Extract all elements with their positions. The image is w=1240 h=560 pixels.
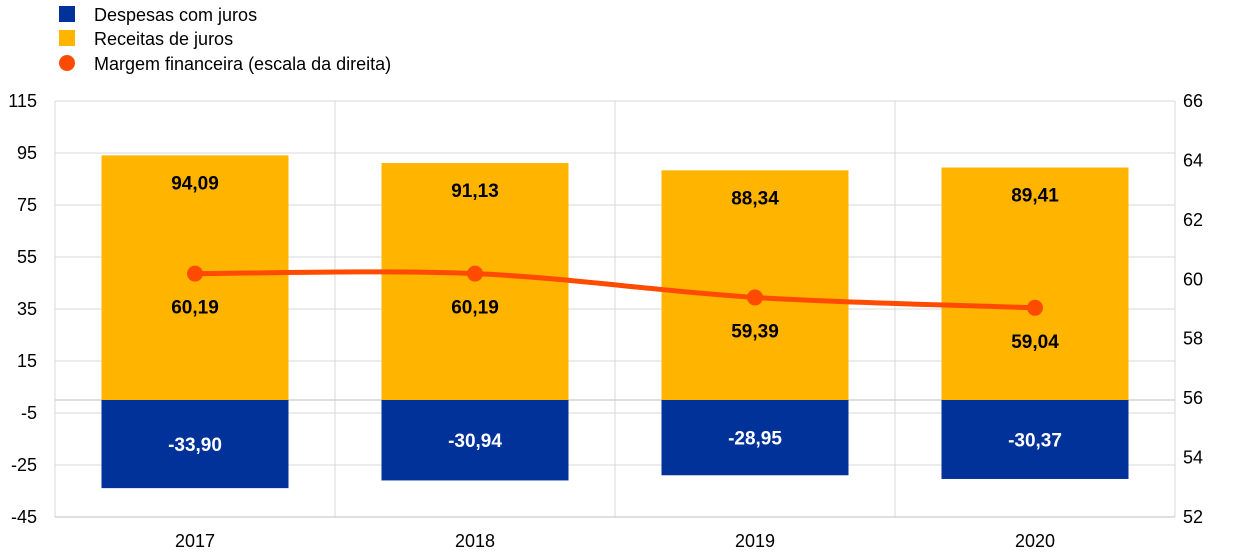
y-right-tick-label: 66 xyxy=(1183,91,1203,111)
y-left-tick-label: 55 xyxy=(17,247,37,267)
bar-receitas xyxy=(941,167,1129,400)
data-label-receitas: 88,34 xyxy=(731,188,779,209)
data-label-despesas: -28,95 xyxy=(728,429,782,450)
bar-despesas xyxy=(381,400,569,481)
legend-label-receitas: Receitas de juros xyxy=(94,29,233,49)
data-label-despesas: -30,94 xyxy=(448,431,502,452)
y-left-tick-label: 95 xyxy=(17,143,37,163)
line-margem xyxy=(192,269,1038,311)
y-left-tick-label: -45 xyxy=(11,507,37,527)
bar-despesas xyxy=(941,400,1129,479)
data-label-margem: 59,39 xyxy=(731,321,779,342)
x-tick-label: 2019 xyxy=(735,531,775,551)
line-point-margem xyxy=(467,265,483,282)
legend-swatch-despesas xyxy=(59,6,75,22)
line-point-margem xyxy=(187,265,203,282)
data-label-receitas: 94,09 xyxy=(171,173,219,194)
data-label-margem: 60,19 xyxy=(171,298,219,319)
bar-receitas xyxy=(661,170,849,400)
y-right-tick-label: 56 xyxy=(1183,388,1203,408)
line-point-margem xyxy=(1027,299,1043,316)
data-label-despesas: -33,90 xyxy=(168,435,222,456)
legend-marker-margem xyxy=(59,55,75,71)
data-label-despesas: -30,37 xyxy=(1008,430,1062,451)
data-label-margem: 60,19 xyxy=(451,298,499,319)
bar-despesas xyxy=(661,400,849,476)
y-left-tick-label: -25 xyxy=(11,455,37,475)
legend-label-despesas: Despesas com juros xyxy=(94,5,257,25)
y-right-tick-label: 54 xyxy=(1183,448,1203,468)
y-left-tick-label: 15 xyxy=(17,351,37,371)
axes: 115 95 75 55 35 15 -5 -25 -45 66 64 62 60 58 56 54 52 201… xyxy=(8,91,1203,551)
legend-label-margem: Margem financeira (escala da direita) xyxy=(94,54,391,74)
y-right-tick-label: 60 xyxy=(1183,269,1203,289)
data-label-receitas: 91,13 xyxy=(451,181,499,202)
line-point-margem xyxy=(747,289,763,306)
x-tick-label: 2020 xyxy=(1015,531,1055,551)
y-left-tick-label: 35 xyxy=(17,299,37,319)
data-label-margem: 59,04 xyxy=(1011,332,1059,353)
data-label-receitas: 89,41 xyxy=(1011,186,1059,207)
legend: Despesas com juros Receitas de juros Mar… xyxy=(59,5,391,74)
x-tick-label: 2017 xyxy=(175,531,215,551)
y-right-tick-label: 52 xyxy=(1183,507,1203,527)
y-left-tick-label: 115 xyxy=(8,91,37,111)
line-series xyxy=(187,265,1043,316)
y-right-tick-label: 64 xyxy=(1183,150,1203,170)
y-right-tick-label: 58 xyxy=(1183,329,1203,349)
y-left-tick-label: 75 xyxy=(17,195,37,215)
y-left-tick-label: -5 xyxy=(21,403,37,423)
x-tick-label: 2018 xyxy=(455,531,495,551)
data-labels: 94,09 -33,90 60,19 91,13 -30,94 60,19 88,34 -28… xyxy=(168,173,1062,456)
bar-despesas xyxy=(101,400,289,489)
legend-swatch-receitas xyxy=(59,30,75,46)
y-right-tick-label: 62 xyxy=(1183,210,1203,230)
